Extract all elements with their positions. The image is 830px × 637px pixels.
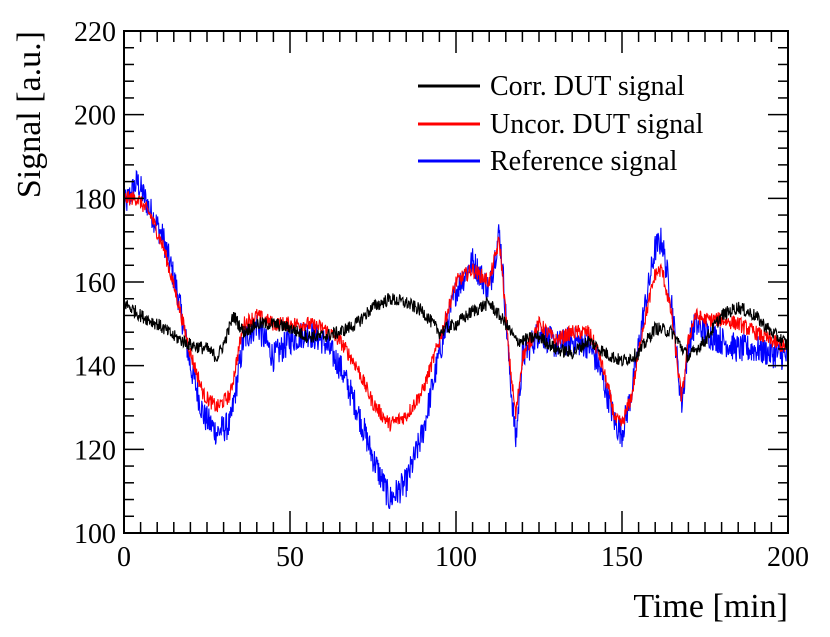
x-tick-label: 50 (276, 542, 304, 573)
x-tick-labels: 0 50 100 150 200 (117, 542, 809, 573)
x-tick-label: 0 (117, 542, 131, 573)
legend-label-uncor: Uncor. DUT signal (490, 109, 704, 140)
y-tick-label: 120 (74, 435, 116, 466)
x-tick-label: 150 (601, 542, 643, 573)
y-tick-label: 160 (74, 268, 116, 299)
legend: Corr. DUT signal Uncor. DUT signal Refer… (418, 71, 704, 177)
y-tick-label: 140 (74, 352, 116, 383)
y-tick-label: 200 (74, 101, 116, 132)
series-traces (124, 169, 788, 510)
y-axis-title: Signal [a.u.] (11, 31, 48, 198)
x-tick-label: 200 (767, 542, 809, 573)
x-axis-title: Time [min] (633, 588, 788, 625)
series-line-uncor (124, 190, 788, 432)
y-tick-label: 180 (74, 184, 116, 215)
legend-label-reference: Reference signal (490, 146, 678, 177)
legend-label-corr: Corr. DUT signal (490, 71, 685, 102)
y-tick-labels: 100 120 140 160 180 200 220 (74, 17, 116, 550)
series-line-reference (124, 169, 788, 510)
x-tick-label: 100 (435, 542, 477, 573)
series-line-corr (124, 292, 788, 367)
axis-ticks (123, 30, 789, 534)
y-tick-label: 220 (74, 17, 116, 48)
y-tick-label: 100 (74, 519, 116, 550)
